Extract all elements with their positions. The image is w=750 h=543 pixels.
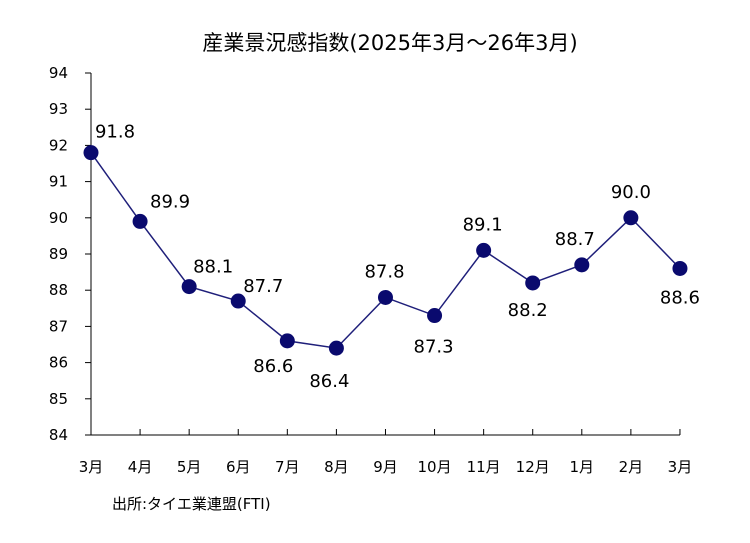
chart-title: 産業景況感指数(2025年3月～26年3月)	[202, 31, 577, 55]
data-label: 89.1	[463, 214, 503, 235]
axes: 84 85 86 87 88 89 90 91 92 93 94 3月 4月 5月 6月 7月 8月 9月 10月 1…	[49, 64, 692, 476]
y-tick-label: 85	[49, 390, 68, 408]
data-label: 87.8	[364, 261, 404, 282]
data-label: 90.0	[611, 182, 651, 203]
x-tick-label: 1月	[570, 458, 595, 476]
x-tick-label: 7月	[275, 458, 300, 476]
x-tick-label: 5月	[177, 458, 202, 476]
series	[83, 145, 688, 356]
y-tick-label: 91	[49, 173, 68, 191]
data-label: 91.8	[95, 122, 135, 143]
data-labels: 91.8 89.9 88.1 87.7 86.6 86.4 87.8 87.3 89.1 88.2…	[95, 122, 700, 392]
data-point	[574, 257, 590, 273]
data-point	[427, 308, 443, 324]
data-point	[279, 333, 295, 349]
data-point	[377, 289, 393, 305]
data-point	[83, 145, 99, 161]
x-tick-label: 3月	[79, 458, 104, 476]
data-point	[525, 275, 541, 291]
y-tick-label: 94	[49, 64, 68, 82]
data-label: 88.6	[660, 287, 700, 308]
x-tick-label: 2月	[619, 458, 644, 476]
y-tick-label: 87	[49, 317, 68, 335]
data-point	[132, 213, 148, 229]
data-point	[476, 242, 492, 258]
y-tick-label: 89	[49, 245, 68, 263]
data-label: 86.4	[309, 371, 349, 392]
data-point	[672, 260, 688, 276]
x-tick-label: 6月	[226, 458, 251, 476]
data-point	[230, 293, 246, 309]
x-tick-label: 9月	[373, 458, 398, 476]
data-label: 88.7	[555, 229, 595, 250]
y-tick-label: 92	[49, 136, 68, 154]
data-point	[623, 210, 639, 226]
x-tick-label: 3月	[668, 458, 693, 476]
series-line	[90, 152, 681, 349]
x-tick-label: 4月	[128, 458, 153, 476]
data-label: 87.7	[243, 276, 283, 297]
data-label: 88.1	[193, 257, 233, 278]
data-label: 89.9	[150, 191, 190, 212]
y-tick-label: 84	[49, 426, 68, 444]
y-tick-label: 93	[49, 100, 68, 118]
x-tick-label: 8月	[324, 458, 349, 476]
data-point	[181, 279, 197, 295]
y-tick-label: 90	[49, 209, 68, 227]
data-label: 88.2	[508, 300, 548, 321]
x-tick-label: 11月	[467, 458, 501, 476]
y-tick-label: 88	[49, 281, 68, 299]
y-tick-label: 86	[49, 354, 68, 372]
x-tick-label: 12月	[516, 458, 550, 476]
data-label: 87.3	[414, 337, 454, 358]
data-label: 86.6	[253, 356, 293, 377]
source-note: 出所:タイエ業連盟(FTI)	[112, 495, 271, 513]
x-tick-label: 10月	[418, 458, 452, 476]
data-point	[328, 340, 344, 356]
